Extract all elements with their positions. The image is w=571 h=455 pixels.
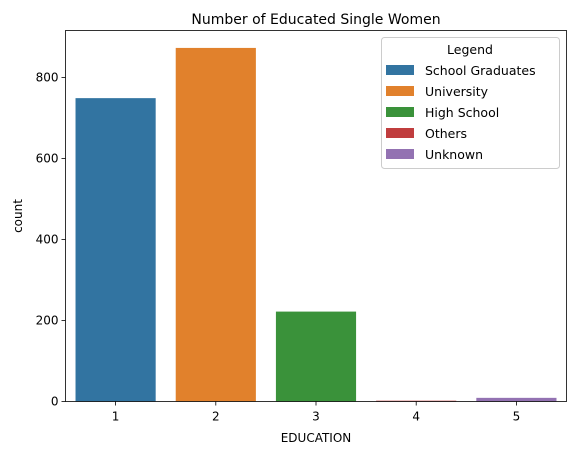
legend-swatch (386, 128, 414, 138)
legend-swatch (386, 149, 414, 159)
x-axis: 1 2 3 4 5 (112, 401, 521, 424)
bar-5 (476, 397, 557, 402)
y-tick-label: 800 (36, 70, 59, 84)
legend-swatch (386, 107, 414, 117)
x-tick-label: 1 (112, 410, 120, 424)
legend-title: Legend (447, 42, 493, 57)
x-tick-label: 2 (212, 410, 220, 424)
legend-entry: Unknown (425, 147, 483, 162)
legend-swatch (386, 86, 414, 96)
y-tick-label: 200 (36, 313, 59, 327)
legend-entry: University (425, 84, 489, 99)
y-tick-label: 400 (36, 232, 59, 246)
legend-entry: School Graduates (425, 63, 536, 78)
bar-4 (376, 400, 457, 402)
y-tick-label: 600 (36, 151, 59, 165)
chart-title: Number of Educated Single Women (191, 12, 440, 28)
y-axis: 0 200 400 600 800 (36, 70, 66, 409)
legend-entry: High School (425, 105, 499, 120)
legend-swatch (386, 65, 414, 75)
bars (75, 47, 557, 402)
legend-entry: Others (425, 126, 467, 141)
x-tick-label: 5 (513, 410, 521, 424)
x-axis-label: EDUCATION (281, 431, 352, 445)
bar-2 (175, 47, 256, 402)
y-tick-label: 0 (51, 395, 59, 409)
bar-1 (75, 98, 156, 402)
y-axis-label: count (11, 199, 25, 233)
bar-3 (275, 311, 357, 402)
legend-frame (381, 37, 560, 169)
plot-frame (65, 30, 567, 402)
x-tick-label: 3 (312, 410, 320, 424)
x-tick-label: 4 (412, 410, 420, 424)
legend: Legend School Graduates University High Sc… (381, 37, 560, 169)
